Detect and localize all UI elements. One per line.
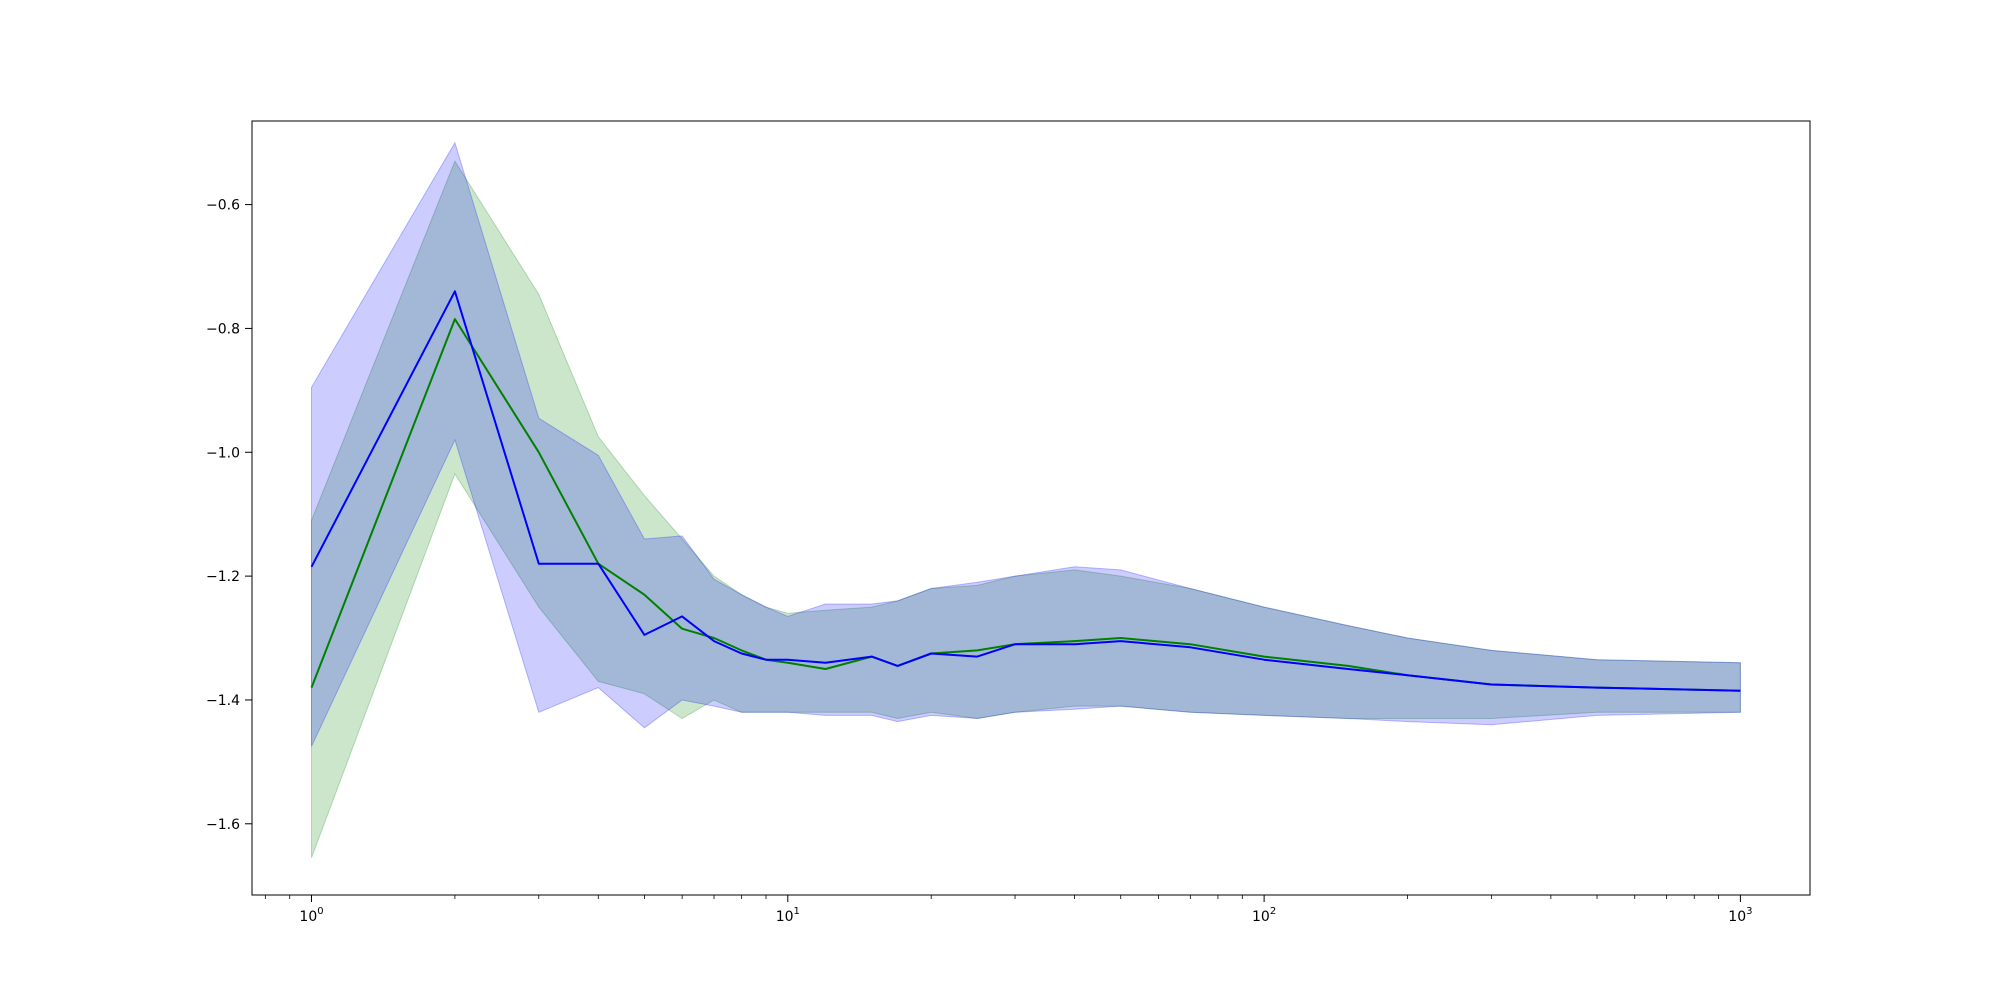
- x-tick-label: 102: [1252, 906, 1276, 925]
- y-tick-label: −0.8: [206, 321, 240, 337]
- y-tick-label: −1.2: [206, 569, 240, 585]
- y-tick-label: −0.6: [206, 198, 240, 214]
- x-axis: 100 101 102 103: [264, 895, 1753, 925]
- y-tick-label: −1.4: [206, 693, 240, 709]
- series-1-band: [311, 141, 1741, 747]
- y-tick-label: −1.0: [206, 445, 240, 461]
- series-0-band: [311, 160, 1741, 858]
- x-tick-label: 101: [776, 906, 800, 925]
- axes-frame: [251, 120, 1811, 896]
- y-axis: −0.6 −0.8 −1.0 −1.2 −1.4 −1.6: [206, 198, 252, 833]
- y-tick-label: −1.6: [206, 817, 240, 833]
- series-1-line: [310, 290, 1741, 692]
- x-tick-label: 100: [299, 906, 323, 925]
- x-tick-label: 103: [1728, 906, 1752, 925]
- plot-area: [310, 141, 1741, 858]
